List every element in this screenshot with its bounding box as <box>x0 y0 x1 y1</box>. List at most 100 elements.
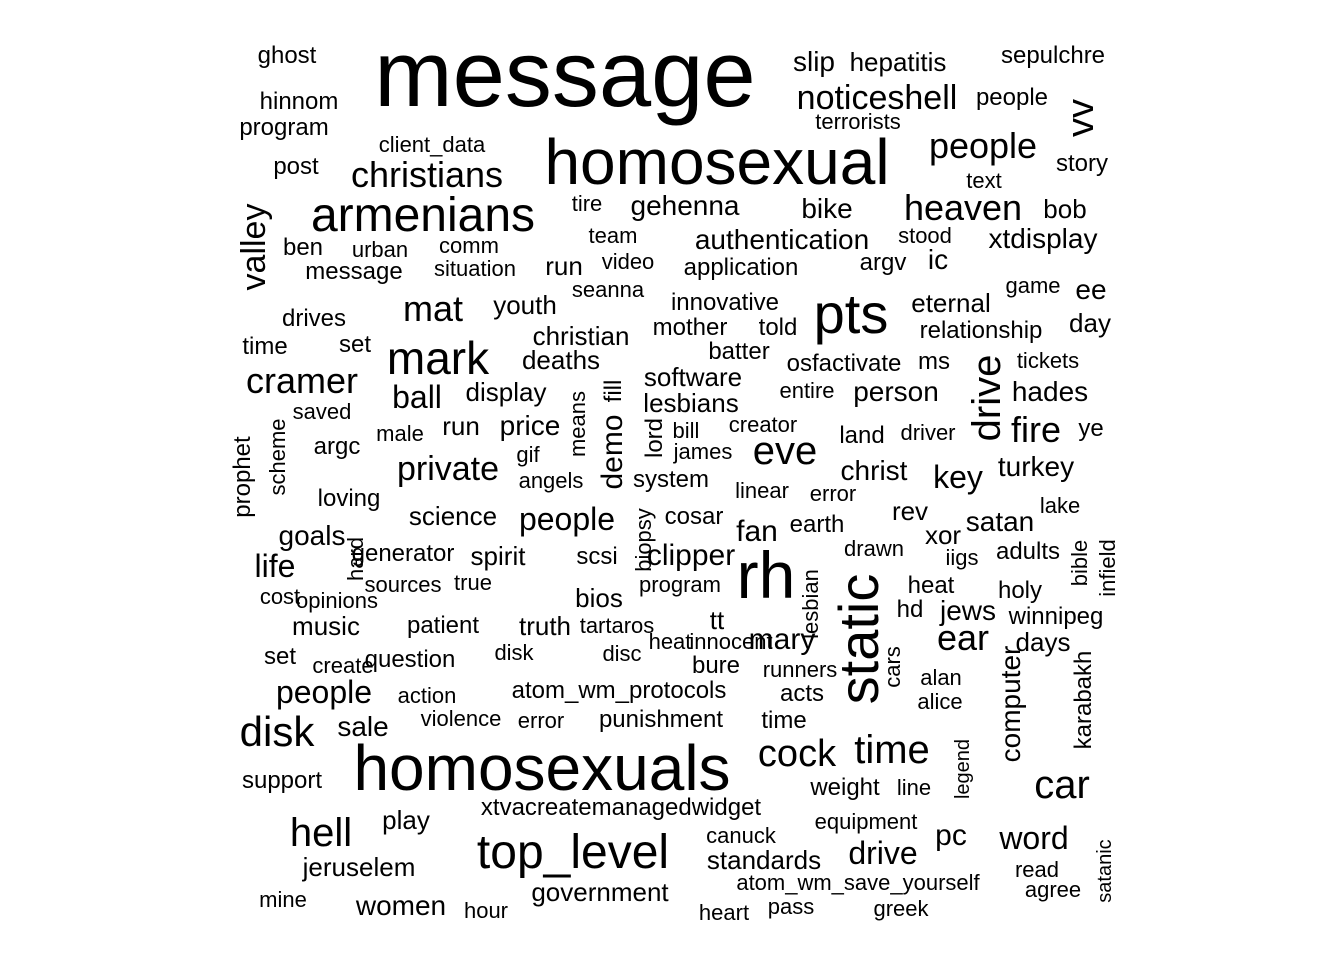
word-xor: xor <box>924 520 962 550</box>
word-ic: ic <box>927 244 949 275</box>
word-xtdisplay: xtdisplay <box>988 223 1098 254</box>
word-eve: eve <box>752 429 818 473</box>
word-truth: truth <box>518 611 572 641</box>
word-angels: angels <box>518 468 584 493</box>
word-ben: ben <box>282 234 324 261</box>
word-sources: sources <box>364 572 442 597</box>
word-tickets: tickets <box>1016 348 1080 373</box>
word-drive: drive <box>848 835 918 871</box>
word-agree: agree <box>1024 877 1082 902</box>
word-alice: alice <box>917 689 963 714</box>
word-fan: fan <box>736 515 778 548</box>
word-drive: drive <box>965 354 1009 442</box>
word-holy: holy <box>997 577 1043 604</box>
word-hinnom: hinnom <box>259 88 339 115</box>
word-client-data: client_data <box>378 132 486 157</box>
word-rev: rev <box>891 496 929 526</box>
word-action: action <box>397 683 457 708</box>
word-atom-wm-save-yourself: atom_wm_save_yourself <box>736 870 980 895</box>
word-cars: cars <box>880 646 905 688</box>
word-error: error <box>517 708 565 733</box>
word-tire: tire <box>571 191 603 216</box>
word-set: set <box>263 643 297 670</box>
word-authentication: authentication <box>694 224 870 255</box>
word-error: error <box>809 481 857 506</box>
word-disc: disc <box>602 641 642 666</box>
word-christian: christian <box>532 321 630 351</box>
word-mother: mother <box>652 314 728 341</box>
word-comm: comm <box>439 233 499 258</box>
word-car: car <box>1034 763 1090 807</box>
word-gehenna: gehenna <box>630 190 740 221</box>
word-innovative: innovative <box>670 289 780 316</box>
word-acts: acts <box>779 680 825 707</box>
word-cosar: cosar <box>664 503 724 530</box>
word-driver: driver <box>900 420 956 445</box>
word-story: story <box>1055 150 1109 177</box>
word-fill: fill <box>600 379 627 403</box>
word-generator: generator <box>351 540 455 567</box>
word-argc: argc <box>313 433 361 460</box>
word-time: time <box>761 707 807 734</box>
word-bob: bob <box>1043 194 1087 224</box>
word-play: play <box>382 805 430 835</box>
word-fire: fire <box>1010 409 1062 450</box>
word-prophet: prophet <box>229 436 256 518</box>
word-private: private <box>396 450 500 488</box>
word-tt: tt <box>709 605 725 635</box>
word-seanna: seanna <box>571 277 645 302</box>
word-program: program <box>639 572 721 597</box>
word-computer: computer <box>995 645 1026 763</box>
word-urban: urban <box>351 237 409 262</box>
word-women: women <box>355 890 447 921</box>
word-mine: mine <box>259 887 307 912</box>
word-mary: mary <box>748 623 816 656</box>
word-runners: runners <box>762 657 838 682</box>
word-standards: standards <box>706 845 822 875</box>
word-line: line <box>896 775 932 800</box>
word-team: team <box>588 223 638 248</box>
word-word: word <box>999 820 1069 856</box>
word-patient: patient <box>406 612 480 639</box>
word-scsi: scsi <box>576 543 618 570</box>
word-valley: valley <box>235 203 273 291</box>
word-lake: lake <box>1039 493 1081 518</box>
word-cost: cost <box>259 584 301 609</box>
word-alan: alan <box>920 665 962 690</box>
word-question: question <box>364 646 456 673</box>
word-heaven: heaven <box>903 187 1023 228</box>
word-demo: demo <box>596 414 629 490</box>
word-message: message <box>305 258 403 285</box>
word-text: text <box>966 168 1002 193</box>
word-lesbians: lesbians <box>643 388 739 418</box>
word-government: government <box>531 877 669 907</box>
word-set: set <box>338 331 372 358</box>
word-christ: christ <box>840 455 908 486</box>
word-gif: gif <box>516 442 540 467</box>
word-heat: heat <box>907 572 955 599</box>
word-atom-wm-protocols: atom_wm_protocols <box>511 677 727 704</box>
word-deaths: deaths <box>521 345 601 375</box>
word-hell: hell <box>289 811 353 855</box>
word-male: male <box>376 421 424 446</box>
word-mark: mark <box>386 332 490 384</box>
word-terrorists: terrorists <box>815 109 901 134</box>
word-youth: youth <box>493 290 557 320</box>
word-homosexuals: homosexuals <box>353 732 731 804</box>
word-person: person <box>853 376 939 407</box>
word-punishment: punishment <box>598 706 724 733</box>
word-land: land <box>839 422 885 449</box>
word-winnipeg: winnipeg <box>1008 603 1104 630</box>
word-saved: saved <box>292 399 352 424</box>
word-sale: sale <box>337 711 389 742</box>
word-bios: bios <box>575 583 623 613</box>
word-run: run <box>442 411 480 441</box>
word-program: program <box>239 114 329 141</box>
word-lord: lord <box>641 417 668 459</box>
word-batter: batter <box>708 338 770 365</box>
word-static: static <box>827 573 890 705</box>
word-read: read <box>1014 857 1060 882</box>
word-hepatitis: hepatitis <box>849 47 947 77</box>
word-people: people <box>928 125 1038 166</box>
